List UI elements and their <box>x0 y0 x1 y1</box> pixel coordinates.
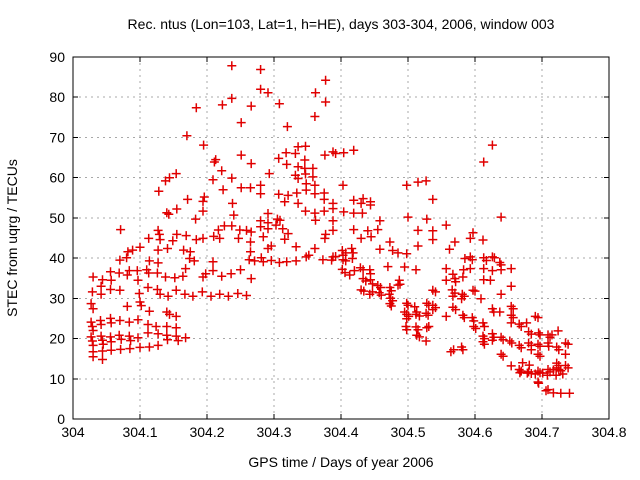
y-tick-label: 10 <box>49 371 65 387</box>
x-tick-labels: 304 304.1 304.2 304.3 304.4 304.5 304.6 304.7 30… <box>61 424 626 440</box>
x-tick-label: 304.6 <box>457 424 492 440</box>
plot-frame <box>72 56 610 420</box>
y-tick-label: 40 <box>49 250 65 266</box>
y-tick-label: 0 <box>57 411 65 427</box>
x-tick-label: 304.2 <box>189 424 224 440</box>
y-tick-label: 90 <box>49 49 65 65</box>
y-axis-label: STEC from uqrg / TECUs <box>4 159 20 317</box>
y-tick-label: 60 <box>49 170 65 186</box>
data-points <box>86 61 574 398</box>
x-tick-label: 304.5 <box>390 424 425 440</box>
x-tick-label: 304.7 <box>524 424 559 440</box>
y-tick-label: 30 <box>49 290 65 306</box>
x-axis-label: GPS time / Days of year 2006 <box>248 454 433 470</box>
grid-lines <box>73 57 609 419</box>
x-tick-label: 304.4 <box>323 424 358 440</box>
x-tick-label: 304.3 <box>256 424 291 440</box>
x-tick-label: 304.1 <box>122 424 157 440</box>
x-tick-label: 304.8 <box>591 424 626 440</box>
y-tick-label: 20 <box>49 331 65 347</box>
x-tick-label: 304 <box>61 424 85 440</box>
y-tick-label: 70 <box>49 129 65 145</box>
plot-title: Rec. ntus (Lon=103, Lat=1, h=HE), days 3… <box>128 16 555 32</box>
y-tick-label: 50 <box>49 210 65 226</box>
y-tick-labels: 0 10 20 30 40 50 60 70 80 90 <box>49 49 65 427</box>
y-tick-label: 80 <box>49 89 65 105</box>
